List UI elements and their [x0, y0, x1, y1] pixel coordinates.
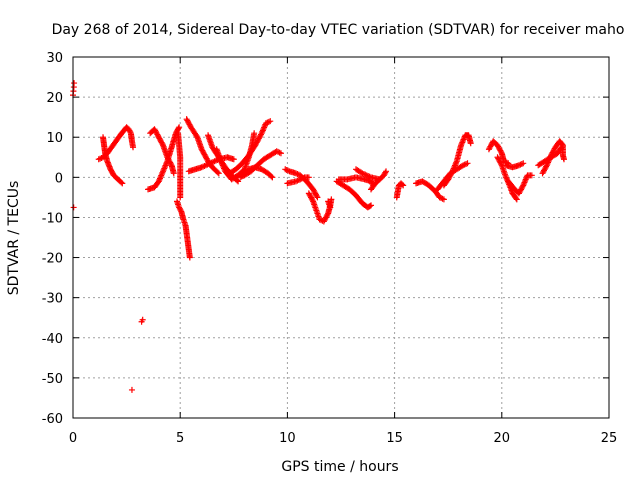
data-point-arc_7b	[305, 174, 312, 181]
data-point-drop	[186, 254, 193, 261]
data-point-arc_13	[400, 182, 407, 189]
data-point-arc_15	[467, 140, 474, 147]
data-point-arc_7	[313, 193, 320, 200]
y-tick-label: -20	[42, 252, 63, 267]
data-point-arc_19b	[557, 145, 564, 152]
data-point-arc_16b	[498, 160, 505, 167]
data-point-arc_8	[309, 197, 316, 204]
axis-ticks: 0 5 10 15 20 25 -60 -50 -40 -30 -20 -10 0 10 20 30	[42, 51, 618, 446]
data-point-arc_8	[324, 211, 331, 218]
data-point-arc_16b	[513, 196, 520, 203]
y-tick-label: -30	[42, 292, 63, 307]
data-point-arc_5	[257, 131, 264, 138]
y-tick-label: 30	[46, 51, 63, 66]
data-point-arc_11	[383, 168, 390, 175]
data-point-arc_5b	[277, 150, 284, 157]
data-point-arc_3b	[230, 156, 237, 163]
y-tick-label: -50	[42, 372, 63, 387]
data-point-arc_7	[314, 194, 321, 201]
data-point-arc_4b	[251, 130, 258, 137]
data-point-early	[70, 204, 77, 211]
data-point-arc_2b	[159, 140, 166, 147]
data-point-arc_1	[130, 144, 137, 151]
y-tick-label: -10	[42, 211, 63, 226]
data-point-arc_6	[269, 174, 276, 181]
grid	[73, 57, 609, 418]
data-point-arc_1b	[119, 180, 126, 187]
y-tick-label: -60	[42, 412, 63, 427]
data-point-arc_12	[376, 176, 383, 183]
data-point-drop	[177, 207, 184, 214]
chart-title: Day 268 of 2014, Sidereal Day-to-day VTE…	[52, 22, 625, 38]
data-point-arc_5b	[276, 149, 283, 156]
data-point-arc_9	[327, 204, 334, 211]
data-point-early	[71, 80, 78, 87]
data-point-outliers	[128, 386, 135, 393]
data-point-arc_7	[285, 167, 292, 174]
x-tick-label: 15	[386, 431, 403, 446]
x-tick-label: 0	[69, 431, 77, 446]
data-points	[70, 80, 567, 393]
data-point-arc_2b	[170, 170, 177, 177]
data-point-arc_14	[440, 196, 447, 203]
data-point-arc_1b	[118, 179, 125, 186]
data-point-arc_3	[214, 169, 221, 176]
y-axis-title: SDTVAR / TECUs	[6, 181, 22, 296]
data-point-arc_3	[215, 170, 222, 177]
data-point-outliers	[139, 316, 146, 323]
data-point-arc_3	[193, 132, 200, 139]
y-tick-label: -40	[42, 332, 63, 347]
data-point-arc_5	[267, 118, 274, 125]
y-tick-label: 10	[46, 131, 63, 146]
x-tick-label: 20	[494, 431, 511, 446]
plot-area-frame	[72, 56, 610, 419]
data-point-arc_2b	[167, 160, 174, 167]
data-point-arc_17	[517, 161, 524, 168]
x-tick-label: 25	[601, 431, 618, 446]
data-point-arc_2	[176, 124, 183, 131]
data-point-arc_5	[265, 118, 272, 125]
x-tick-label: 10	[279, 431, 296, 446]
data-point-arc_13	[399, 181, 406, 188]
data-point-arc_18	[528, 172, 535, 179]
y-tick-label: 0	[55, 171, 63, 186]
x-axis-title: GPS time / hours	[281, 459, 398, 475]
data-point-arc_19	[560, 156, 567, 163]
data-point-arc_19b	[558, 144, 565, 151]
data-point-arc_6	[268, 173, 275, 180]
data-point-arc_1	[127, 128, 134, 135]
data-point-arc_16b	[512, 195, 519, 202]
data-point-arc_17	[520, 160, 527, 167]
data-point-arc_18	[519, 183, 526, 190]
data-point-arc_19	[543, 163, 550, 170]
data-point-arc_10	[366, 203, 373, 210]
data-point-spike	[177, 194, 184, 201]
data-point-arc_16	[498, 148, 505, 155]
data-point-arc_11	[382, 169, 389, 176]
data-point-arc_5b	[275, 148, 282, 155]
y-tick-label: 20	[46, 91, 63, 106]
data-point-arc_8	[328, 196, 335, 203]
data-point-arc_12	[375, 177, 382, 184]
data-point-arc_10	[368, 202, 375, 209]
data-point-arc_4	[235, 178, 242, 185]
data-point-arc_15b	[464, 160, 471, 167]
x-tick-label: 5	[176, 431, 184, 446]
